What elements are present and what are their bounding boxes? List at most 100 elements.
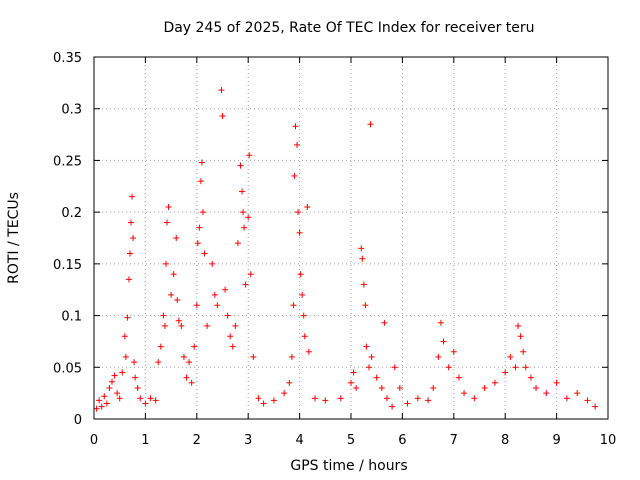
y-tick-label: 0.15 — [53, 258, 82, 273]
data-point — [543, 390, 550, 397]
data-point — [229, 343, 236, 350]
data-point — [461, 390, 468, 397]
data-point — [175, 317, 182, 324]
data-point — [114, 390, 121, 397]
data-point — [193, 302, 200, 309]
data-point — [218, 87, 225, 94]
y-tick-label: 0.35 — [53, 51, 82, 66]
x-tick-label: 3 — [244, 433, 252, 448]
data-point — [360, 281, 367, 288]
data-point — [383, 395, 390, 402]
data-point — [295, 209, 302, 216]
data-point — [219, 112, 226, 119]
tick-labels: 0 1 2 3 4 5 6 7 8 9 10 0 0.05 0.1 0.15 0.2 0.25 0.3 0.35 — [53, 51, 616, 448]
data-point — [191, 343, 198, 350]
data-point — [367, 121, 374, 128]
data-point — [574, 390, 581, 397]
data-point — [304, 203, 311, 210]
data-point — [101, 393, 108, 400]
data-point — [204, 322, 211, 329]
data-point — [353, 384, 360, 391]
data-point — [165, 203, 172, 210]
data-point — [430, 384, 437, 391]
data-point — [198, 159, 205, 166]
data-point — [291, 172, 298, 179]
data-point — [358, 245, 365, 252]
data-point — [214, 302, 221, 309]
data-point — [322, 397, 329, 404]
data-point — [404, 400, 411, 407]
data-point — [93, 405, 100, 412]
data-point — [350, 369, 357, 376]
x-tick-label: 8 — [501, 433, 509, 448]
data-point — [520, 348, 527, 355]
data-point — [362, 302, 369, 309]
data-point — [455, 374, 462, 381]
data-point — [240, 209, 247, 216]
data-point — [281, 390, 288, 397]
grid-lines — [94, 57, 608, 419]
data-point — [414, 395, 421, 402]
data-point — [297, 271, 304, 278]
x-tick-label: 1 — [141, 433, 149, 448]
x-tick-label: 6 — [398, 433, 406, 448]
data-point — [527, 374, 534, 381]
y-tick-label: 0 — [74, 413, 82, 428]
data-point — [242, 281, 249, 288]
data-point — [126, 250, 133, 257]
data-point — [363, 343, 370, 350]
data-point — [183, 374, 190, 381]
x-tick-label: 2 — [193, 433, 201, 448]
data-point — [155, 359, 162, 366]
data-point — [288, 353, 295, 360]
data-point — [533, 384, 540, 391]
data-point — [122, 353, 129, 360]
data-point — [373, 374, 380, 381]
data-point — [502, 369, 509, 376]
data-point — [129, 193, 136, 200]
data-point — [201, 250, 208, 257]
x-axis-label: GPS time / hours — [290, 458, 407, 474]
data-point — [522, 364, 529, 371]
data-point — [440, 338, 447, 345]
data-point — [227, 333, 234, 340]
x-tick-label: 5 — [347, 433, 355, 448]
data-point — [378, 384, 385, 391]
data-point — [125, 276, 132, 283]
data-point — [116, 395, 123, 402]
data-point — [211, 291, 218, 298]
data-point — [222, 286, 229, 293]
data-point — [437, 319, 444, 326]
y-axis-label: ROTI / TECUs — [6, 192, 22, 284]
data-point — [209, 260, 216, 267]
data-point — [517, 333, 524, 340]
data-point — [294, 141, 301, 148]
data-point — [512, 364, 519, 371]
data-point — [471, 395, 478, 402]
data-point — [396, 384, 403, 391]
data-point — [255, 395, 262, 402]
x-tick-label: 10 — [600, 433, 617, 448]
data-point — [137, 395, 144, 402]
data-point — [188, 379, 195, 386]
data-point — [234, 240, 241, 247]
data-point — [250, 353, 257, 360]
data-point — [312, 395, 319, 402]
data-point — [161, 322, 168, 329]
data-point — [389, 403, 396, 410]
data-point — [337, 395, 344, 402]
data-point — [174, 297, 181, 304]
data-point — [168, 291, 175, 298]
data-point — [292, 123, 299, 130]
data-point — [111, 372, 118, 379]
x-tick-label: 9 — [552, 433, 560, 448]
data-point — [245, 214, 252, 221]
data-point — [450, 348, 457, 355]
data-point — [98, 403, 105, 410]
data-point — [232, 322, 239, 329]
y-tick-label: 0.25 — [53, 154, 82, 169]
data-point — [300, 312, 307, 319]
data-point — [584, 397, 591, 404]
data-point — [170, 271, 177, 278]
